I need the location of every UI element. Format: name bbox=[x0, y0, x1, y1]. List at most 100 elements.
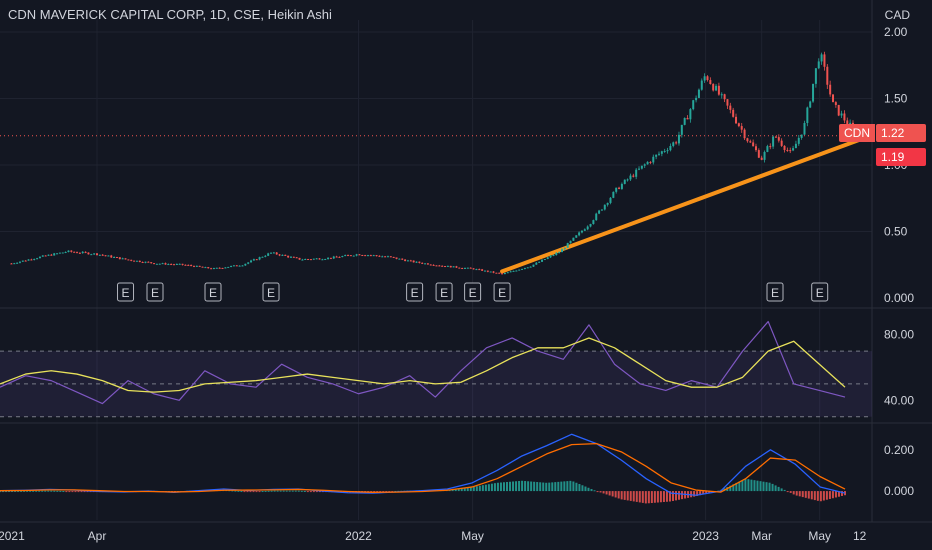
candle-body bbox=[76, 252, 79, 254]
candle-body bbox=[772, 136, 775, 147]
candle-body bbox=[503, 272, 506, 274]
earnings-marker-label: E bbox=[209, 286, 217, 300]
macd-histogram-bar bbox=[521, 480, 524, 492]
candle-body bbox=[195, 265, 198, 267]
candle-body bbox=[404, 259, 407, 262]
candle-body bbox=[93, 253, 96, 255]
candle-body bbox=[232, 265, 235, 267]
earnings-marker-label: E bbox=[267, 286, 275, 300]
candle-body bbox=[384, 256, 387, 258]
candle-body bbox=[118, 257, 121, 260]
candle-body bbox=[655, 154, 658, 157]
candle-body bbox=[464, 267, 467, 269]
candle-body bbox=[746, 138, 749, 142]
time-tick-label: 12 bbox=[853, 529, 867, 543]
macd-histogram-bar bbox=[318, 491, 321, 493]
candle-body bbox=[458, 267, 461, 269]
candle-body bbox=[307, 259, 310, 261]
earnings-marker: E bbox=[146, 282, 164, 302]
axis-labels: 0.0000.501.001.502.0040.0080.000.0000.20… bbox=[0, 25, 914, 543]
macd-histogram-bar bbox=[662, 491, 665, 503]
candle-body bbox=[697, 89, 700, 98]
time-tick-label: May bbox=[808, 529, 831, 543]
macd-histogram-bar bbox=[647, 491, 650, 504]
macd-histogram-bar bbox=[596, 491, 599, 493]
macd-histogram-bar bbox=[309, 491, 312, 493]
candle-body bbox=[150, 262, 153, 264]
candle-body bbox=[752, 142, 755, 147]
candle-body bbox=[612, 191, 615, 198]
candle-body bbox=[609, 197, 612, 203]
candle-body bbox=[812, 83, 815, 102]
candle-body bbox=[843, 113, 846, 121]
candle-body bbox=[121, 258, 124, 260]
candle-body bbox=[158, 263, 161, 265]
macd-histogram-bar bbox=[599, 491, 602, 493]
macd-histogram-bar bbox=[487, 484, 490, 492]
earnings-marker: E bbox=[493, 282, 511, 302]
candle-body bbox=[663, 150, 666, 152]
macd-histogram-bar bbox=[59, 490, 62, 492]
candle-body bbox=[469, 267, 472, 269]
candle-body bbox=[506, 272, 509, 274]
macd-histogram-bar bbox=[466, 487, 469, 492]
candle-body bbox=[327, 257, 330, 260]
candle-body bbox=[224, 267, 227, 269]
candle-body bbox=[680, 124, 683, 135]
earnings-marker-label: E bbox=[469, 286, 477, 300]
earnings-marker-label: E bbox=[771, 286, 779, 300]
time-tick-label: 2021 bbox=[0, 529, 25, 543]
candle-body bbox=[794, 143, 797, 149]
macd-histogram-bar bbox=[762, 481, 765, 492]
macd-histogram-bar bbox=[312, 491, 315, 493]
rsi-tick-label: 80.00 bbox=[884, 328, 914, 342]
macd-histogram-bar bbox=[614, 491, 617, 498]
candle-body bbox=[344, 255, 347, 257]
macd-histogram-bar bbox=[620, 491, 623, 500]
candle-body bbox=[598, 210, 601, 214]
candle-body bbox=[258, 257, 261, 260]
candle-body bbox=[595, 213, 598, 221]
macd-histogram-bar bbox=[783, 489, 786, 492]
macd-histogram-bar bbox=[234, 490, 237, 492]
candle-body bbox=[38, 256, 41, 259]
candle-body bbox=[586, 226, 589, 230]
earnings-marker-box bbox=[117, 282, 135, 302]
macd-histogram-bar bbox=[23, 490, 26, 492]
macd-histogram-bar bbox=[566, 481, 569, 492]
candle-body bbox=[809, 101, 812, 108]
time-tick-label: May bbox=[461, 529, 484, 543]
candle-body bbox=[823, 54, 826, 67]
candle-body bbox=[560, 249, 563, 253]
candle-body bbox=[706, 76, 709, 81]
candle-body bbox=[429, 264, 432, 266]
candle-body bbox=[649, 161, 652, 163]
candle-body bbox=[281, 254, 284, 256]
candle-body bbox=[692, 100, 695, 110]
candle-body bbox=[378, 255, 381, 257]
candle-body bbox=[287, 255, 290, 258]
macd-histogram-bar bbox=[756, 480, 759, 492]
candle-body bbox=[338, 256, 341, 258]
candle-body bbox=[81, 251, 84, 254]
candle-body bbox=[677, 134, 680, 144]
candle-body bbox=[769, 146, 772, 148]
macd-histogram-bar bbox=[382, 491, 385, 493]
candle-body bbox=[478, 269, 481, 271]
candle-body bbox=[501, 273, 504, 275]
macd-histogram-bar bbox=[83, 491, 86, 493]
earnings-marker-box bbox=[435, 282, 453, 302]
macd-histogram-bar bbox=[768, 482, 771, 492]
earnings-marker-label: E bbox=[440, 286, 448, 300]
macd-histogram-bar bbox=[792, 491, 795, 495]
candle-body bbox=[495, 272, 498, 274]
earnings-marker: E bbox=[406, 282, 424, 302]
candle-body bbox=[846, 120, 849, 125]
earnings-marker-box bbox=[811, 282, 829, 302]
candle-body bbox=[589, 224, 592, 227]
candle-body bbox=[646, 161, 649, 165]
macd-histogram-bar bbox=[484, 484, 487, 492]
candle-body bbox=[797, 137, 800, 144]
macd-histogram-bar bbox=[475, 486, 478, 492]
